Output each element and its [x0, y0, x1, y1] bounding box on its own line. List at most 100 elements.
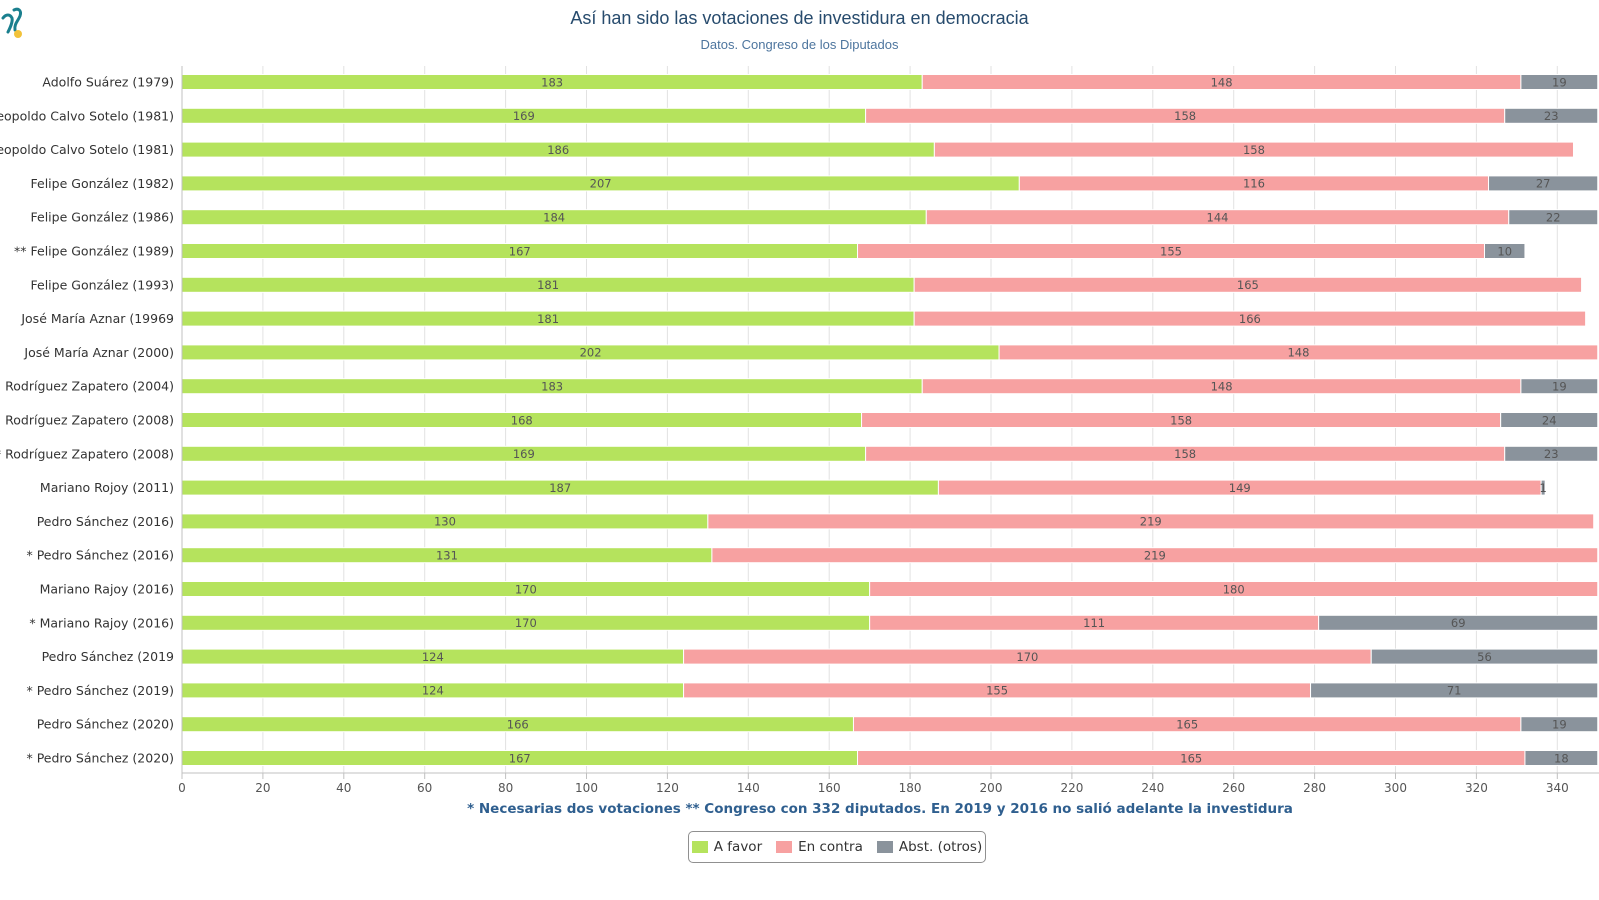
legend-label: Abst. (otros): [898, 839, 983, 855]
bar-value-label: 166: [1239, 312, 1261, 326]
bar-segment[interactable]: [1370, 648, 1599, 665]
category-label: * Mariano Rajoy (2016): [29, 615, 174, 630]
bar-value-label: 181: [537, 312, 559, 326]
bar-value-label: 169: [513, 109, 535, 123]
bar-value-label: 165: [1237, 278, 1259, 292]
bar-value-label: 207: [590, 177, 612, 191]
legend-swatch-abstencion: [876, 841, 893, 853]
bar-value-label: 130: [434, 515, 456, 529]
bar-value-label: 165: [1180, 751, 1202, 765]
chart-footnote: * Necesarias dos votaciones ** Congreso …: [467, 801, 1293, 817]
bar-value-label: 71: [1447, 684, 1462, 698]
x-tick-label: 140: [737, 781, 760, 795]
bar-value-label: 10: [1497, 244, 1512, 258]
bar-value-label: 148: [1287, 346, 1309, 360]
bar-segment[interactable]: [1524, 750, 1599, 766]
legend-item-abstencion[interactable]: Abst. (otros): [876, 839, 983, 855]
legend: A favor En contra Abst. (otros): [688, 831, 986, 863]
bar-segment[interactable]: [869, 581, 1599, 597]
category-label: Mariano Rojoy (2011): [40, 480, 174, 495]
bar-value-label: 124: [422, 650, 444, 664]
bar-segment[interactable]: [1520, 378, 1599, 395]
x-tick-label: 320: [1465, 781, 1488, 795]
bar-value-label: 131: [436, 549, 458, 563]
category-label: Pedro Sánchez (2016): [37, 514, 174, 529]
bar-value-label: 155: [986, 684, 1008, 698]
category-labels: Adolfo Suárez (1979) Leopoldo Calvo Sotel…: [0, 75, 174, 766]
bar-value-label: 149: [1229, 481, 1251, 495]
category-label: ** Felipe González (1989): [14, 244, 174, 259]
bar-segment[interactable]: [1540, 479, 1546, 496]
bar-value-label: 19: [1552, 718, 1567, 732]
category-label: Mariano Rajoy (2016): [40, 582, 174, 597]
bar-value-label: 167: [509, 244, 531, 258]
legend-item-a-favor[interactable]: A favor: [691, 839, 762, 855]
bar-value-label: 27: [1536, 177, 1551, 191]
bar-value-label: 167: [509, 751, 531, 765]
x-tick-label: 280: [1303, 781, 1326, 795]
bar-value-label: 180: [1223, 582, 1245, 596]
x-tick-label: 0: [178, 781, 186, 795]
bar-segment[interactable]: [711, 547, 1599, 564]
bar-value-label: 158: [1174, 447, 1196, 461]
bar-value-label: 116: [1243, 177, 1265, 191]
bar-segment[interactable]: [1504, 445, 1599, 462]
bar-value-label: 148: [1211, 380, 1233, 394]
bar-segment[interactable]: [1520, 716, 1599, 733]
bar-segment[interactable]: [1508, 209, 1599, 226]
bar-value-label: 23: [1544, 109, 1559, 123]
legend-item-en-contra[interactable]: En contra: [776, 839, 863, 855]
category-label: * Rodríguez Zapatero (2008): [0, 446, 174, 461]
bar-value-label: 186: [547, 143, 569, 157]
bar-value-label: 202: [580, 346, 602, 360]
category-label: * Pedro Sánchez (2020): [26, 751, 174, 766]
bar-value-label: 181: [537, 278, 559, 292]
bar-value-label: 155: [1160, 244, 1182, 258]
bar-segment[interactable]: [1504, 107, 1599, 124]
bar-segment[interactable]: [913, 310, 1587, 327]
x-tick-label: 180: [899, 781, 922, 795]
x-tick-label: 20: [255, 781, 270, 795]
legend-swatch-en-contra: [776, 841, 793, 853]
x-tick-label: 60: [417, 781, 432, 795]
bar-segment[interactable]: [998, 344, 1599, 361]
bar-value-label: 56: [1477, 650, 1492, 664]
bar-segment[interactable]: [933, 141, 1574, 158]
bar-segment[interactable]: [913, 276, 1583, 293]
bar-value-label: 183: [541, 380, 563, 394]
bar-segment[interactable]: [1488, 175, 1599, 192]
category-label: * Pedro Sánchez (2016): [26, 548, 174, 563]
bar-segment[interactable]: [1483, 243, 1526, 259]
bar-segment[interactable]: [1318, 614, 1599, 631]
bar-value-label: 124: [422, 684, 444, 698]
x-tick-label: 240: [1141, 781, 1164, 795]
x-tick-label: 300: [1384, 781, 1407, 795]
bar-value-label: 166: [507, 718, 529, 732]
bar-value-label: 148: [1211, 75, 1233, 89]
chart-title: Así han sido las votaciones de investidu…: [570, 8, 1029, 28]
bar-value-label: 170: [515, 582, 537, 596]
x-tick-label: 220: [1060, 781, 1083, 795]
bar-value-label: 111: [1083, 616, 1105, 630]
bar-value-label: 18: [1554, 751, 1569, 765]
bar-value-label: 19: [1552, 380, 1567, 394]
bar-value-label: 158: [1243, 143, 1265, 157]
bar-segment[interactable]: [1500, 412, 1599, 428]
bar-segment[interactable]: [1520, 74, 1599, 90]
category-label: Leopoldo Calvo Sotelo (1981): [0, 108, 174, 123]
bar-value-label: 19: [1552, 75, 1567, 89]
category-label: José María Aznar (19969: [20, 311, 174, 326]
bar-segment[interactable]: [1310, 682, 1599, 699]
bar-value-label: 187: [549, 481, 571, 495]
x-tick-label: 200: [980, 781, 1003, 795]
bar-value-label: 69: [1451, 616, 1466, 630]
x-tick-label: 160: [818, 781, 841, 795]
category-label: Adolfo Suárez (1979): [42, 75, 174, 90]
category-label: José María Aznar (2000): [23, 345, 174, 360]
bar-value-label: 158: [1170, 413, 1192, 427]
bar-value-label: 158: [1174, 109, 1196, 123]
category-label: Pedro Sánchez (2019: [42, 649, 174, 664]
bar-segment[interactable]: [707, 513, 1595, 530]
